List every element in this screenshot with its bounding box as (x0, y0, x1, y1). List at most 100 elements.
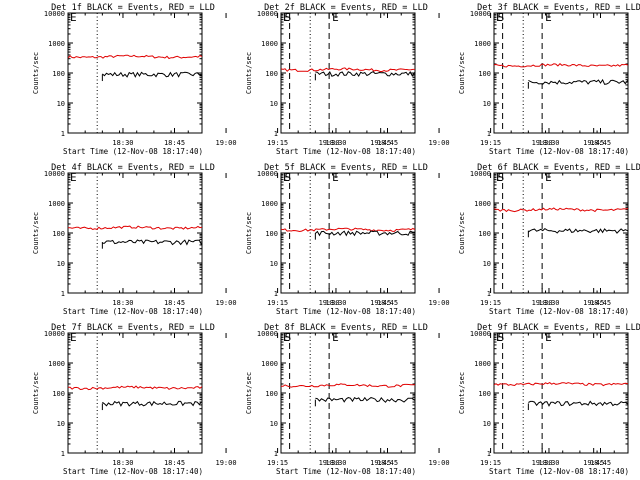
y-tick-label: 1 (61, 290, 65, 298)
plot-area (68, 385, 202, 411)
marker-label: E (70, 171, 77, 184)
plot-frame (67, 172, 203, 294)
marker-label: E (545, 11, 552, 24)
y-tick-label: 10 (270, 260, 278, 268)
x-tick-label: 19:45 (370, 139, 391, 147)
x-tick-label: 19:30 (532, 299, 553, 307)
x-tick-label: 18:30 (325, 299, 346, 307)
y-axis-label: Counts/sec (245, 52, 253, 94)
x-tick-label: 19:00 (216, 459, 237, 467)
plot-frame (493, 12, 629, 134)
x-tick-label: 19:00 (429, 299, 450, 307)
y-tick-label: 10000 (470, 10, 491, 18)
y-tick-label: 100 (265, 230, 278, 238)
y-tick-label: 1000 (261, 360, 278, 368)
lld-series-line (68, 225, 202, 231)
marker-label: E (283, 171, 290, 184)
marker-label: S (285, 331, 292, 344)
plot-area (281, 67, 415, 81)
y-tick-label: 10 (57, 100, 65, 108)
x-tick-label: 18:45 (164, 299, 185, 307)
detector-panel-8: Det 8f BLACK = Events, RED = LLD 1 10 100 10… (245, 323, 604, 476)
x-tick-label: 18:30 (538, 299, 559, 307)
x-tick-label: 19:45 (370, 299, 391, 307)
x-axis-label: Start Time (12-Nov-08 18:17:40) (489, 307, 629, 316)
events-series-line (528, 400, 628, 407)
events-series-line (315, 70, 415, 78)
x-tick-label: 19:00 (429, 459, 450, 467)
x-tick-label: 19:15 (480, 139, 501, 147)
y-tick-label: 100 (478, 230, 491, 238)
detector-panel-5: Det 5f BLACK = Events, RED = LLD 1 10 100 10… (245, 163, 604, 316)
panel-title: Det 3f BLACK = Events, RED = LLD (477, 3, 640, 13)
panel-title: Det 1f BLACK = Events, RED = LLD (51, 3, 215, 13)
y-tick-label: 1000 (474, 360, 491, 368)
detector-panel-3: Det 3f BLACK = Events, RED = LLD 1 10 100 10… (458, 3, 640, 156)
x-axis-label: Start Time (12-Nov-08 18:17:40) (276, 147, 416, 156)
panel-title: Det 4f BLACK = Events, RED = LLD (51, 163, 215, 173)
x-tick-label: 18:45 (590, 139, 611, 147)
y-tick-label: 10000 (257, 10, 278, 18)
y-tick-label: 100 (478, 70, 491, 78)
plot-area (494, 207, 628, 238)
marker-label: E (545, 171, 552, 184)
y-tick-label: 10000 (257, 170, 278, 178)
marker-label: E (332, 331, 339, 344)
y-tick-label: 1000 (474, 200, 491, 208)
y-tick-label: 1000 (48, 40, 65, 48)
plot-area (494, 63, 628, 89)
events-series-line (315, 396, 415, 403)
plot-frame (280, 332, 416, 454)
plot-area (68, 225, 202, 249)
x-tick-label: 19:30 (319, 299, 340, 307)
marker-label: S (498, 331, 505, 344)
y-axis-label: Counts/sec (32, 372, 40, 414)
x-tick-label: 19:15 (480, 299, 501, 307)
x-tick-label: 19:45 (583, 139, 604, 147)
x-tick-label: 18:45 (164, 139, 185, 147)
x-axis-label: Start Time (12-Nov-08 18:17:40) (63, 147, 203, 156)
marker-label: S (285, 11, 292, 24)
panel-title: Det 5f BLACK = Events, RED = LLD (264, 163, 428, 173)
y-tick-label: 10 (270, 420, 278, 428)
y-tick-label: 10 (483, 420, 491, 428)
detector-panel-9: Det 9f BLACK = Events, RED = LLD 1 10 100 10… (458, 323, 640, 476)
lld-series-line (68, 385, 202, 391)
marker-label: E (332, 11, 339, 24)
y-tick-label: 10000 (44, 10, 65, 18)
events-series-line (528, 227, 628, 234)
events-series-line (315, 230, 415, 237)
y-tick-label: 100 (52, 70, 65, 78)
x-tick-label: 19:45 (583, 459, 604, 467)
panel-title: Det 7f BLACK = Events, RED = LLD (51, 323, 215, 333)
plot-area (281, 383, 415, 407)
lld-series-line (281, 227, 415, 233)
marker-label: E (496, 331, 503, 344)
x-tick-label: 18:45 (377, 459, 398, 467)
marker-label: S (498, 11, 505, 24)
x-tick-label: 18:30 (112, 459, 133, 467)
panel-title: Det 2f BLACK = Events, RED = LLD (264, 3, 428, 13)
y-tick-label: 1 (61, 450, 65, 458)
lld-series-line (494, 207, 628, 213)
marker-label: E (496, 11, 503, 24)
x-tick-label: 18:30 (325, 459, 346, 467)
events-series-line (102, 71, 202, 78)
y-tick-label: 100 (478, 390, 491, 398)
panel-title: Det 8f BLACK = Events, RED = LLD (264, 323, 428, 333)
x-tick-label: 19:15 (267, 299, 288, 307)
x-axis-label: Start Time (12-Nov-08 18:17:40) (489, 467, 629, 476)
marker-label: E (545, 331, 552, 344)
plot-frame (67, 332, 203, 454)
plot-frame (493, 172, 629, 294)
y-tick-label: 1000 (48, 360, 65, 368)
y-axis-label: Counts/sec (245, 212, 253, 254)
y-tick-label: 10 (483, 100, 491, 108)
y-tick-label: 10 (270, 100, 278, 108)
x-tick-label: 18:30 (538, 459, 559, 467)
plot-area (68, 54, 202, 82)
marker-label: E (283, 11, 290, 24)
y-tick-label: 1 (274, 290, 278, 298)
marker-label: E (496, 171, 503, 184)
y-axis-label: Counts/sec (458, 212, 466, 254)
